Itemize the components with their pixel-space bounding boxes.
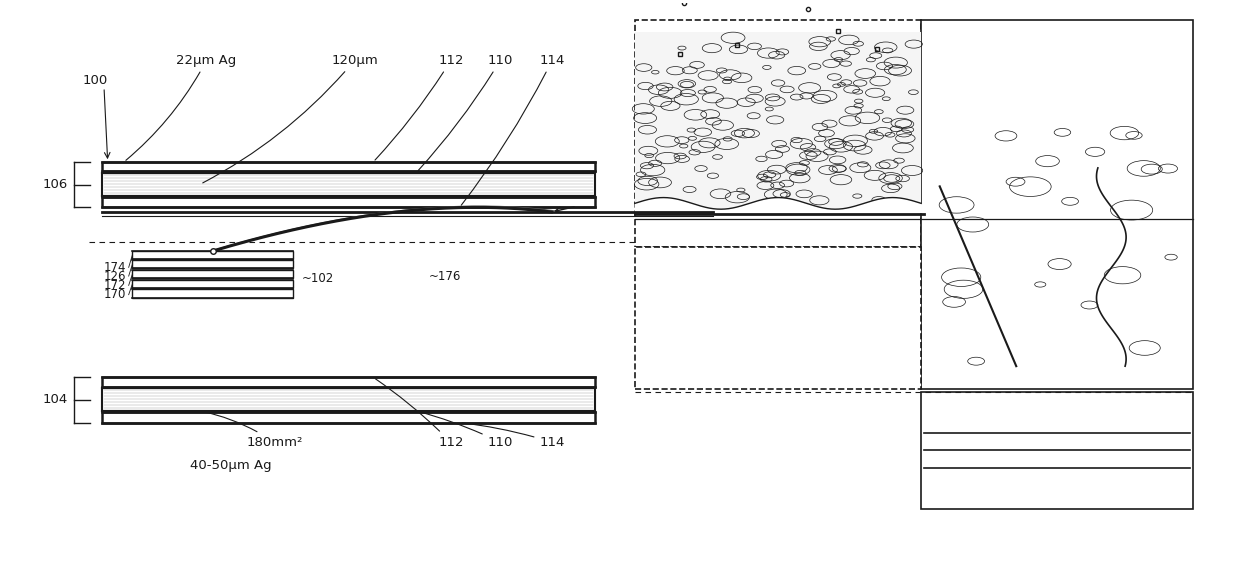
Bar bbox=[102, 387, 595, 411]
Text: 110: 110 bbox=[419, 411, 513, 449]
Bar bbox=[635, 32, 921, 209]
Text: 106: 106 bbox=[43, 178, 68, 191]
Text: 174: 174 bbox=[104, 261, 126, 274]
Bar bbox=[102, 173, 595, 196]
Bar bbox=[635, 20, 921, 247]
Bar bbox=[133, 279, 293, 288]
Text: 112: 112 bbox=[374, 54, 464, 160]
Bar bbox=[635, 247, 921, 389]
Bar bbox=[921, 392, 1193, 508]
Bar bbox=[102, 412, 595, 423]
Text: 22μm Ag: 22μm Ag bbox=[126, 54, 237, 160]
Text: 110: 110 bbox=[418, 54, 513, 170]
Text: 112: 112 bbox=[376, 379, 464, 449]
Text: 126: 126 bbox=[104, 269, 126, 282]
Bar bbox=[133, 260, 293, 268]
Bar bbox=[102, 162, 595, 171]
Text: 40-50μm Ag: 40-50μm Ag bbox=[190, 458, 272, 471]
Text: 114: 114 bbox=[463, 423, 564, 449]
Text: 180mm²: 180mm² bbox=[203, 411, 303, 449]
Text: 114: 114 bbox=[461, 54, 564, 205]
Text: ~102: ~102 bbox=[301, 272, 334, 285]
Text: ~176: ~176 bbox=[429, 269, 461, 282]
Text: 172: 172 bbox=[104, 279, 126, 292]
Bar bbox=[921, 20, 1193, 389]
Bar bbox=[102, 377, 595, 386]
Text: 104: 104 bbox=[43, 393, 68, 406]
Text: 170: 170 bbox=[104, 288, 126, 301]
Text: 120μm: 120μm bbox=[203, 54, 378, 183]
Bar bbox=[133, 269, 293, 278]
Bar bbox=[133, 251, 293, 259]
Text: 100: 100 bbox=[83, 74, 108, 87]
Bar bbox=[133, 289, 293, 298]
Bar bbox=[102, 197, 595, 207]
